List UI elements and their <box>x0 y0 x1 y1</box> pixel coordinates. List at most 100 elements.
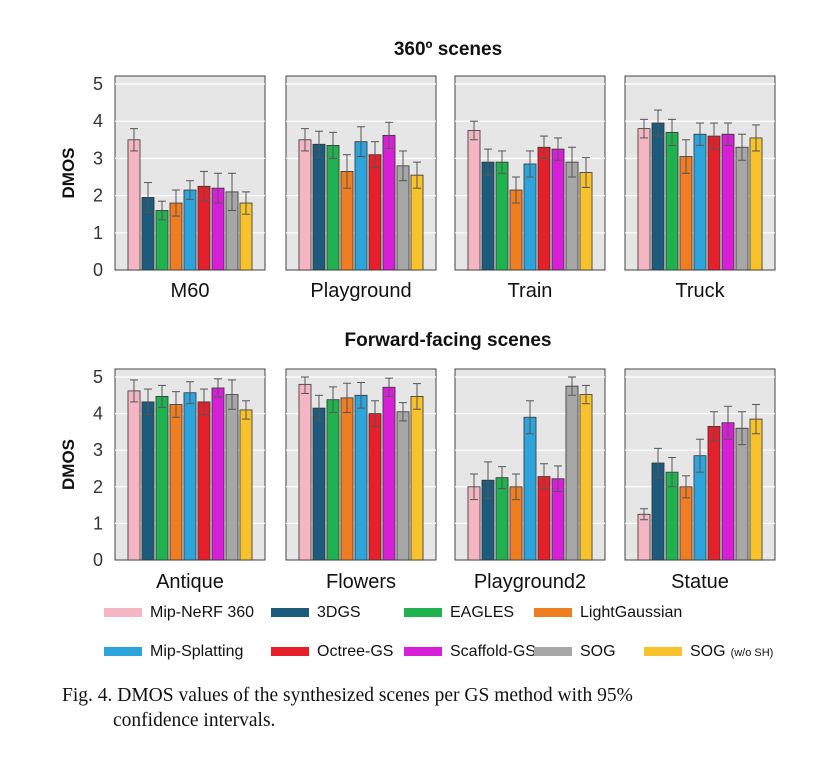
bar-scaffold-gs <box>382 386 396 561</box>
bar-sog <box>735 146 749 271</box>
legend-label: Octree-GS <box>317 643 393 660</box>
panel-label: Statue <box>671 571 729 593</box>
figure-caption: Fig. 4. DMOS values of the synthesized s… <box>62 683 782 733</box>
bar-eagles <box>665 131 679 271</box>
panel-label: Truck <box>675 280 725 302</box>
legend-label: Mip-Splatting <box>150 643 243 660</box>
bar-sog <box>579 394 593 561</box>
bar-sog <box>410 174 424 271</box>
bar-lightgaussian <box>340 397 354 561</box>
legend-item: SOG <box>534 643 616 660</box>
panel-truck: Truck <box>624 75 776 302</box>
bar-octree-gs <box>707 426 721 561</box>
y-tick-label: 0 <box>93 550 103 570</box>
panel-m60: M60 <box>114 75 266 302</box>
y-tick-label: 1 <box>93 513 103 533</box>
bar-sog <box>410 395 424 561</box>
bar-scaffold-gs <box>721 422 735 561</box>
panel-statue: Statue <box>624 368 776 593</box>
bar-octree-gs <box>707 135 721 271</box>
dmos-figure: 360º scenes DMOS 0 1 2 3 4 5 M60 Playground Train T… <box>59 39 776 660</box>
legend-item: LightGaussian <box>534 604 682 621</box>
group-title: 360º scenes <box>394 39 502 60</box>
bar-mip-nerf-360 <box>637 128 651 271</box>
panel-playground: Playground <box>285 75 437 302</box>
panel-antique: Antique <box>114 368 266 593</box>
y-tick-label: 4 <box>93 111 103 131</box>
panel-train: Train <box>454 75 606 302</box>
bar-mip-nerf-360 <box>467 130 481 271</box>
bar-sog <box>396 165 410 271</box>
y-tick-label: 5 <box>93 74 103 94</box>
bar-octree-gs <box>197 401 211 561</box>
bar-scaffold-gs <box>721 133 735 271</box>
y-tick-label: 4 <box>93 404 103 424</box>
y-axis-label: DMOS <box>59 148 78 199</box>
bar-octree-gs <box>368 154 382 271</box>
y-tick-label: 2 <box>93 186 103 206</box>
legend-item: EAGLES <box>404 604 514 621</box>
bar-mip-nerf-360 <box>298 383 312 561</box>
bar-eagles <box>495 477 509 561</box>
bar-3dgs <box>141 401 155 561</box>
bar-scaffold-gs <box>551 148 565 271</box>
bar-eagles <box>495 161 509 271</box>
bar-scaffold-gs <box>211 387 225 561</box>
legend-item: SOG (w/o SH) <box>644 643 773 660</box>
y-tick-label: 0 <box>93 260 103 280</box>
bar-3dgs <box>312 407 326 561</box>
legend-swatch <box>644 647 682 656</box>
legend-swatch <box>104 647 142 656</box>
bar-mip-nerf-360 <box>298 139 312 271</box>
bar-mip-splatting <box>523 163 537 271</box>
group-title: Forward-facing scenes <box>345 330 552 351</box>
bar-lightgaussian <box>169 404 183 561</box>
bar-mip-nerf-360 <box>127 390 141 561</box>
y-axis-label: DMOS <box>59 439 78 490</box>
bar-mip-splatting <box>183 392 197 561</box>
bar-sog <box>225 394 239 561</box>
bar-eagles <box>326 399 340 561</box>
y-tick-label: 1 <box>93 223 103 243</box>
legend-swatch <box>104 608 142 617</box>
y-tick-label: 5 <box>93 367 103 387</box>
legend-swatch <box>271 608 309 617</box>
bar-eagles <box>155 395 169 561</box>
y-tick-label: 2 <box>93 477 103 497</box>
legend-swatch <box>534 647 572 656</box>
bar-sog <box>565 161 579 271</box>
bar-mip-splatting <box>693 133 707 271</box>
bar-sog <box>396 411 410 561</box>
legend-item: Mip-NeRF 360 <box>104 604 254 621</box>
bar-mip-splatting <box>354 394 368 561</box>
legend-label-suffix: (w/o SH) <box>731 647 774 659</box>
panel-flowers: Flowers <box>285 368 437 593</box>
bar-3dgs <box>651 122 665 271</box>
bar-sog <box>239 409 253 561</box>
caption-line-2: confidence intervals. <box>113 710 276 731</box>
panel-label: Playground <box>310 280 411 302</box>
bar-scaffold-gs <box>382 134 396 271</box>
legend-swatch <box>404 647 442 656</box>
legend-item: Scaffold-GS <box>404 643 536 660</box>
panel-label: Antique <box>156 571 224 593</box>
legend-label: SOG <box>580 643 616 660</box>
legend-label: SOG (w/o SH) <box>690 643 773 660</box>
y-tick-label: 3 <box>93 148 103 168</box>
bar-sog <box>749 137 763 271</box>
panel-playground2: Playground2 <box>454 368 606 593</box>
legend-item: Mip-Splatting <box>104 643 243 660</box>
bar-sog <box>749 418 763 561</box>
bar-mip-nerf-360 <box>637 513 651 561</box>
bar-sog <box>565 385 579 561</box>
panel-label: Playground2 <box>474 571 586 593</box>
legend-label: LightGaussian <box>580 604 682 621</box>
legend-item: Octree-GS <box>271 643 393 660</box>
caption-line-1: Fig. 4. DMOS values of the synthesized s… <box>62 685 633 706</box>
bar-mip-splatting <box>183 189 197 271</box>
legend-swatch <box>271 647 309 656</box>
legend-label: Scaffold-GS <box>450 643 536 660</box>
bar-octree-gs <box>537 146 551 271</box>
bar-sog <box>735 427 749 561</box>
bar-3dgs <box>312 143 326 271</box>
